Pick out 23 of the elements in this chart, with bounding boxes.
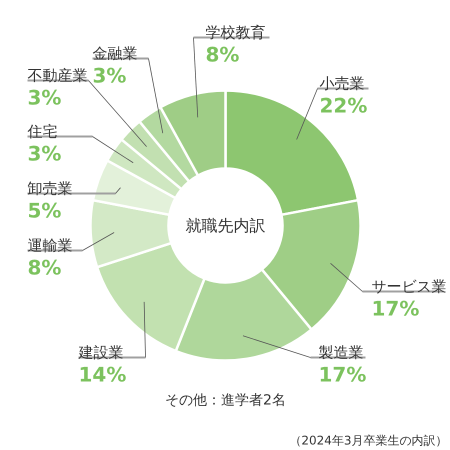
data-label: 5% bbox=[28, 198, 62, 222]
data-label: 17% bbox=[318, 362, 366, 386]
slice-label: 卸売業 bbox=[28, 180, 72, 198]
data-label: 3% bbox=[28, 142, 62, 166]
data-label: 3% bbox=[28, 86, 62, 110]
slice-label: サービス業 bbox=[372, 278, 446, 296]
slice-label: 住宅 bbox=[26, 122, 58, 140]
text: 就職先内訳 bbox=[186, 216, 266, 235]
slice-label: 小売業 bbox=[320, 74, 364, 92]
data-label: 17% bbox=[372, 296, 420, 320]
slice-label: 金融業 bbox=[92, 44, 138, 62]
slice-label: 製造業 bbox=[318, 344, 364, 362]
data-label: 3% bbox=[92, 64, 126, 88]
data-label: 22% bbox=[320, 94, 368, 118]
data-label: 14% bbox=[78, 362, 126, 386]
data-label: 8% bbox=[28, 256, 62, 280]
slice-label: 不動産業 bbox=[28, 66, 88, 84]
slice-label: 建設業 bbox=[78, 344, 124, 362]
text: その他：進学者2名 bbox=[165, 392, 286, 408]
data-label: 8% bbox=[206, 42, 240, 66]
slice-label: 学校教育 bbox=[206, 24, 266, 42]
slice-label: 運輸業 bbox=[28, 236, 72, 254]
text: （2024年3月卒業生の内訳） bbox=[289, 434, 448, 448]
